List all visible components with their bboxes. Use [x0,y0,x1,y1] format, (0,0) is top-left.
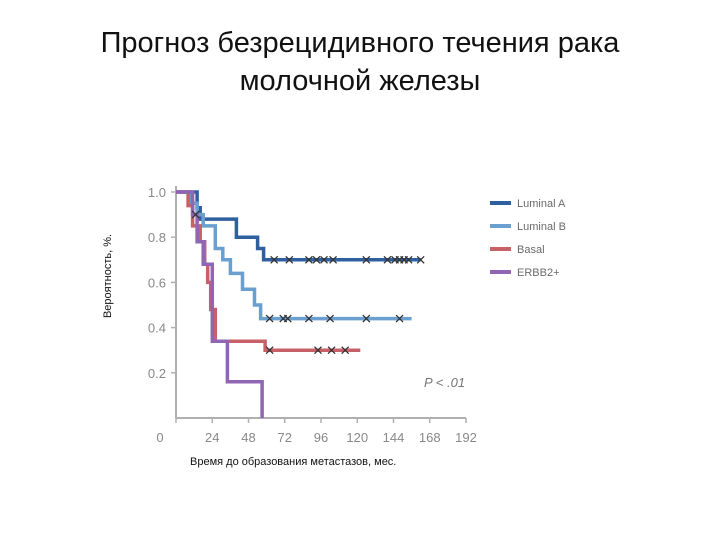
luminal-b-censor-mark [326,314,335,323]
luminal-b-censor-mark [265,314,274,323]
slide-title: Прогноз безрецидивного течения рака моло… [60,24,660,100]
x-tick-label: 96 [314,430,328,445]
y-tick-label: 0.6 [148,275,166,290]
luminal-a-censor-mark [312,255,321,264]
luminal-a-censor-mark [304,255,313,264]
luminal-a-censor-mark [362,255,371,264]
luminal-b-censor-mark [395,314,404,323]
x-tick-label: 24 [205,430,219,445]
erbb2-censor-mark [191,210,200,219]
luminal-a-censor-mark [285,255,294,264]
x-tick-label: 72 [278,430,292,445]
slide-title-line-2: молочной железы [239,65,481,97]
x-tick-label: 168 [419,430,441,445]
legend-label-erbb2: ERBB2+ [517,267,560,279]
luminal-b-censor-mark [304,314,313,323]
tick-labels: 0 24 48 72 96 120 144 168 192 0.2 0.4 0.6 0.8 1.0 [148,185,477,445]
erbb2-series [176,190,264,418]
chart-annotations: P < .01 [424,375,465,390]
y-axis-label: Вероятность, %. [102,233,114,319]
basal-censor-mark [341,346,350,355]
x-axis-label: Время до образования метастазов, мес. [190,456,397,468]
x-tick-label: 144 [383,430,405,445]
x-tick-label: 48 [241,430,255,445]
erbb2-curve [176,190,264,418]
legend-label-basal: Basal [517,244,545,256]
x-tick-label: 0 [156,430,163,445]
luminal-b-curve [176,190,412,321]
y-tick-label: 1.0 [148,185,166,200]
luminal-a-censor-mark [416,255,425,264]
x-tick-label: 120 [346,430,368,445]
chart-axes [171,186,467,423]
luminal-a-censor-mark [270,255,279,264]
luminal-a-censor-mark [329,255,338,264]
y-tick-label: 0.2 [148,366,166,381]
luminal-b-censor-mark [283,314,292,323]
chart-legend: Luminal A Luminal B Basal ERBB2+ [490,198,566,279]
legend-label-luminal-a: Luminal A [517,198,566,210]
legend-label-luminal-b: Luminal B [517,221,566,233]
basal-censor-mark [265,346,274,355]
basal-censor-mark [327,346,336,355]
y-tick-label: 0.4 [148,321,166,336]
survival-curves [176,190,425,418]
luminal-a-censor-mark [320,255,328,264]
y-tick-label: 0.8 [148,230,166,245]
basal-censor-mark [314,346,322,355]
luminal-b-series [176,190,412,323]
luminal-a-censor-mark [383,255,392,264]
luminal-a-censor-mark [404,255,413,264]
luminal-b-censor-mark [362,314,371,323]
p-value-annotation: P < .01 [424,375,465,390]
x-tick-label: 192 [455,430,477,445]
slide-title-line-1: Прогноз безрецидивного течения рака [100,27,620,59]
